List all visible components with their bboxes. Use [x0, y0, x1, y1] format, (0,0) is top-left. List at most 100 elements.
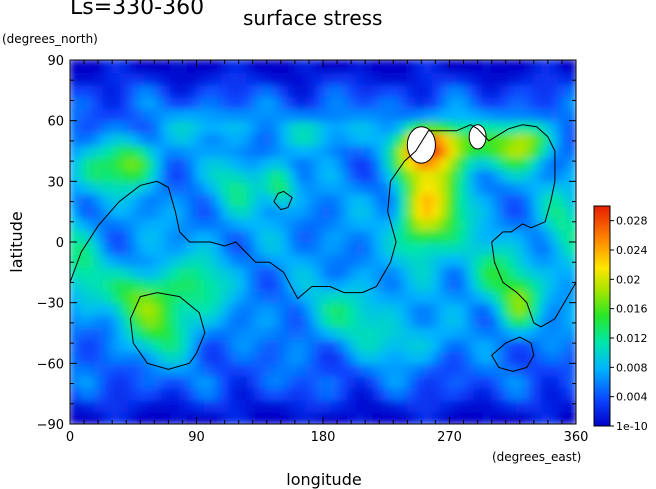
- heatmap-cell: [389, 143, 400, 158]
- heatmap-cell: [313, 228, 324, 243]
- heatmap-cell: [263, 374, 274, 389]
- heatmap-cell: [347, 301, 358, 316]
- heatmap-cell: [347, 119, 358, 134]
- heatmap-cell: [431, 228, 442, 243]
- heatmap-cell: [389, 325, 400, 340]
- heatmap-cell: [499, 398, 510, 413]
- heatmap-cell: [532, 386, 544, 401]
- heatmap-cell: [322, 253, 333, 268]
- heatmap-cell: [102, 338, 114, 353]
- heatmap-cell: [406, 192, 417, 207]
- heatmap-cell: [313, 325, 324, 340]
- heatmap-cell: [85, 410, 97, 424]
- heatmap-cell: [364, 410, 375, 424]
- heatmap-cell: [288, 398, 299, 413]
- heatmap-cell: [473, 386, 485, 401]
- heatmap-cell: [406, 241, 417, 256]
- heatmap-cell: [305, 119, 316, 134]
- heatmap-cell: [102, 374, 114, 389]
- heatmap-cell: [389, 289, 400, 304]
- heatmap-cell: [102, 325, 114, 340]
- heatmap-cell: [102, 398, 114, 413]
- heatmap-cell: [532, 119, 544, 134]
- heatmap-cell: [431, 107, 442, 122]
- heatmap-cell: [246, 192, 257, 207]
- heatmap-cell: [305, 410, 316, 424]
- heatmap-cell: [355, 83, 367, 98]
- heatmap-cell: [229, 204, 240, 219]
- heatmap-cell: [456, 83, 468, 98]
- heatmap-cell: [187, 253, 198, 268]
- heatmap-cell: [203, 313, 215, 328]
- heatmap-cell: [102, 216, 114, 231]
- heatmap-cell: [381, 131, 392, 146]
- heatmap-cell: [195, 338, 206, 353]
- heatmap-cell: [102, 265, 114, 280]
- heatmap-cell: [423, 71, 434, 86]
- heatmap-cell: [263, 143, 274, 158]
- heatmap-cell: [119, 241, 130, 256]
- heatmap-cell: [85, 301, 97, 316]
- heatmap-cell: [381, 277, 392, 292]
- x-tick-label: 90: [188, 430, 205, 445]
- heatmap-cell: [499, 95, 510, 110]
- heatmap-cell: [136, 71, 147, 86]
- heatmap-cell: [507, 192, 518, 207]
- heatmap-cell: [212, 374, 223, 389]
- heatmap-cell: [288, 168, 299, 183]
- heatmap-cell: [406, 228, 417, 243]
- heatmap-cell: [144, 253, 156, 268]
- heatmap-cell: [128, 301, 139, 316]
- heatmap-cell: [279, 95, 291, 110]
- heatmap-cell: [70, 338, 80, 353]
- heatmap-cell: [229, 241, 240, 256]
- heatmap-cell: [473, 362, 485, 377]
- heatmap-cell: [85, 241, 97, 256]
- heatmap-cell: [541, 216, 552, 231]
- heatmap-cell: [397, 374, 409, 389]
- heatmap-cell: [549, 192, 561, 207]
- heatmap-cell: [288, 71, 299, 86]
- heatmap-cell: [482, 265, 493, 280]
- heatmap-cell: [389, 131, 400, 146]
- heatmap-cell: [541, 180, 552, 195]
- heatmap-cell: [524, 95, 535, 110]
- heatmap-cell: [313, 350, 324, 365]
- heatmap-cell: [195, 168, 206, 183]
- heatmap-cell: [288, 156, 299, 171]
- heatmap-cell: [473, 301, 485, 316]
- heatmap-cell: [85, 192, 97, 207]
- heatmap-cell: [414, 168, 426, 183]
- heatmap-cell: [77, 325, 88, 340]
- heatmap-cell: [203, 204, 215, 219]
- heatmap-cell: [279, 168, 291, 183]
- heatmap-cell: [313, 168, 324, 183]
- heatmap-cell: [516, 277, 527, 292]
- heatmap-cell: [161, 60, 173, 74]
- heatmap-cell: [347, 180, 358, 195]
- heatmap-cell: [372, 95, 383, 110]
- heatmap-cell: [465, 362, 476, 377]
- heatmap-cell: [431, 338, 442, 353]
- heatmap-cell: [111, 241, 122, 256]
- heatmap-cell: [456, 216, 468, 231]
- heatmap-cell: [507, 241, 518, 256]
- heatmap-cell: [271, 241, 282, 256]
- heatmap-cell: [499, 180, 510, 195]
- heatmap-cell: [161, 241, 173, 256]
- heatmap-cell: [237, 374, 249, 389]
- heatmap-cell: [330, 192, 341, 207]
- heatmap-cell: [558, 143, 569, 158]
- heatmap-cell: [423, 95, 434, 110]
- heatmap-cell: [128, 156, 139, 171]
- heatmap-cell: [94, 301, 105, 316]
- heatmap-cell: [448, 265, 459, 280]
- heatmap-cell: [220, 107, 232, 122]
- heatmap-cell: [187, 192, 198, 207]
- heatmap-cell: [558, 265, 569, 280]
- heatmap-cell: [254, 168, 265, 183]
- heatmap-cell: [381, 143, 392, 158]
- heatmap-cell: [70, 325, 80, 340]
- heatmap-cell: [381, 168, 392, 183]
- heatmap-cell: [549, 241, 561, 256]
